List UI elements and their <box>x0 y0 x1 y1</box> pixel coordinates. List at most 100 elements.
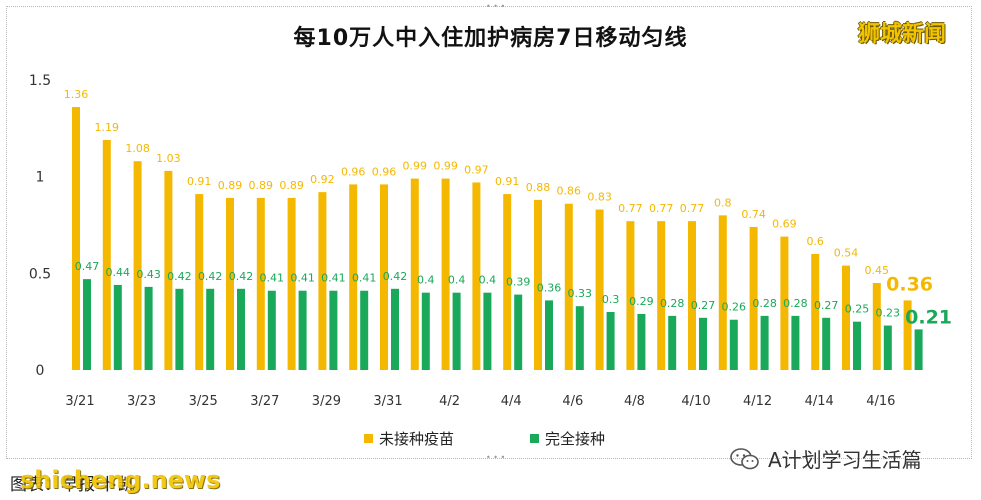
bar-unvaccinated <box>195 194 204 370</box>
data-label-vaccinated: 0.23 <box>876 307 901 320</box>
bar-vaccinated <box>637 313 646 370</box>
x-tick-label: 4/2 <box>439 394 460 409</box>
data-label-vaccinated: 0.41 <box>321 272 346 285</box>
resize-handle-bottom: • • • <box>486 453 506 462</box>
bar-vaccinated <box>421 292 430 370</box>
source-label: 图表：早报·卜凯 <box>10 475 135 495</box>
x-tick-label: 4/8 <box>624 394 645 409</box>
data-label-vaccinated: 0.42 <box>198 270 223 283</box>
data-label-unvaccinated: 0.91 <box>187 175 212 188</box>
bar-unvaccinated <box>903 300 912 370</box>
bar-vaccinated <box>360 290 369 370</box>
resize-handle-top: • • • <box>486 2 506 11</box>
data-label-vaccinated: 0.43 <box>136 268 161 281</box>
bar-vaccinated <box>914 329 923 370</box>
data-label-unvaccinated: 0.99 <box>403 160 428 173</box>
data-label-unvaccinated: 0.91 <box>495 175 520 188</box>
bar-vaccinated <box>545 300 553 370</box>
data-label-unvaccinated: 0.77 <box>680 202 705 215</box>
bar-unvaccinated <box>72 107 80 371</box>
data-label-unvaccinated: 0.36 <box>886 273 933 295</box>
data-label-vaccinated: 0.41 <box>352 272 377 285</box>
wechat-account: A计划学习生活篇 <box>730 444 922 473</box>
bar-unvaccinated <box>410 178 419 370</box>
data-label-vaccinated: 0.39 <box>506 276 531 289</box>
x-tick-label: 3/27 <box>250 394 279 409</box>
y-tick-label: 1.5 <box>29 73 51 89</box>
legend-item-unvaccinated: 未接种疫苗 <box>364 428 454 449</box>
data-label-vaccinated: 0.42 <box>167 270 192 283</box>
x-tick-label: 4/16 <box>866 394 895 409</box>
bar-unvaccinated <box>780 236 789 370</box>
x-tick-label: 3/23 <box>127 394 156 409</box>
bar-unvaccinated <box>872 283 881 370</box>
data-label-vaccinated: 0.27 <box>691 299 716 312</box>
bar-unvaccinated <box>503 194 512 370</box>
x-tick-label: 4/10 <box>681 394 710 409</box>
bar-unvaccinated <box>626 221 635 370</box>
bar-vaccinated <box>822 317 831 370</box>
data-label-unvaccinated: 0.69 <box>772 218 797 231</box>
data-label-unvaccinated: 0.89 <box>279 179 304 192</box>
legend-label-unvaccinated: 未接种疫苗 <box>379 430 455 448</box>
bar-vaccinated <box>606 312 615 370</box>
bar-vaccinated <box>883 325 892 370</box>
data-label-vaccinated: 0.47 <box>75 260 100 273</box>
data-label-unvaccinated: 1.03 <box>156 152 181 165</box>
bar-vaccinated <box>514 294 523 370</box>
data-label-vaccinated: 0.28 <box>783 297 808 310</box>
bar-unvaccinated <box>811 254 820 370</box>
data-label-unvaccinated: 0.74 <box>741 208 766 221</box>
data-label-vaccinated: 0.4 <box>479 274 497 287</box>
data-label-unvaccinated: 0.96 <box>341 165 366 178</box>
brand-logo: 狮城新闻 <box>858 22 947 47</box>
data-label-unvaccinated: 1.36 <box>64 88 89 101</box>
bar-unvaccinated <box>595 209 604 370</box>
data-label-vaccinated: 0.4 <box>417 274 435 287</box>
bar-unvaccinated <box>226 197 234 370</box>
data-label-unvaccinated: 1.19 <box>95 121 120 134</box>
data-label-vaccinated: 0.41 <box>290 272 315 285</box>
bar-unvaccinated <box>318 192 327 370</box>
bar-vaccinated <box>175 288 184 370</box>
bar-unvaccinated <box>534 199 542 370</box>
data-label-unvaccinated: 0.77 <box>618 202 643 215</box>
data-label-vaccinated: 0.28 <box>660 297 685 310</box>
bar-unvaccinated <box>102 139 111 370</box>
x-tick-label: 4/6 <box>562 394 583 409</box>
bar-vaccinated <box>699 317 707 370</box>
chart-title: 每10万人中入住加护病房7日移动匀线 <box>293 26 688 51</box>
bar-vaccinated <box>113 284 122 370</box>
data-label-unvaccinated: 0.99 <box>433 160 458 173</box>
bar-vaccinated <box>575 306 584 370</box>
data-label-vaccinated: 0.28 <box>752 297 777 310</box>
y-tick-label: 1 <box>36 170 45 186</box>
bar-vaccinated <box>791 315 800 370</box>
data-label-unvaccinated: 0.97 <box>464 163 489 176</box>
bar-vaccinated <box>298 290 307 370</box>
bar-vaccinated <box>668 315 677 370</box>
bar-vaccinated <box>237 288 245 370</box>
bar-unvaccinated <box>564 203 573 370</box>
bar-vaccinated <box>853 321 861 370</box>
data-label-unvaccinated: 1.08 <box>125 142 150 155</box>
watermark: shicheng.news <box>20 466 221 494</box>
bar-unvaccinated <box>256 197 265 370</box>
bar-vaccinated <box>483 292 492 370</box>
x-tick-label: 4/14 <box>805 394 834 409</box>
y-tick-label: 0.5 <box>29 266 51 282</box>
data-label-unvaccinated: 0.89 <box>218 179 243 192</box>
data-label-vaccinated: 0.42 <box>229 270 254 283</box>
data-label-vaccinated: 0.41 <box>260 272 285 285</box>
data-label-vaccinated: 0.42 <box>383 270 408 283</box>
bar-vaccinated <box>760 315 769 370</box>
account-name: A计划学习生活篇 <box>768 448 922 472</box>
bar-unvaccinated <box>842 265 850 370</box>
bar-vaccinated <box>729 319 738 370</box>
bar-vaccinated <box>329 290 338 370</box>
bar-vaccinated <box>206 288 215 370</box>
x-tick-label: 4/4 <box>501 394 522 409</box>
data-label-vaccinated: 0.44 <box>106 266 131 279</box>
legend-item-vaccinated: 完全接种 <box>530 428 605 449</box>
data-label-vaccinated: 0.33 <box>568 287 593 300</box>
